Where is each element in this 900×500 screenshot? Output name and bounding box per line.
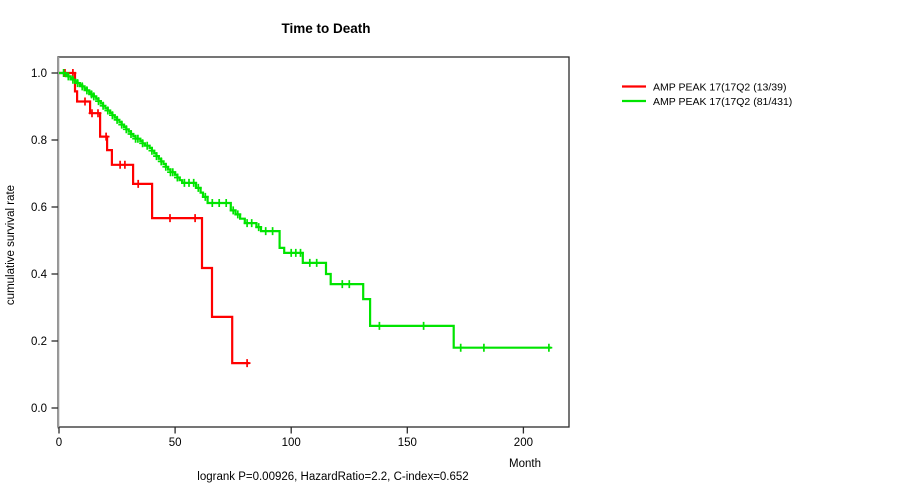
plot-area: 0 50 100 150 200 0.0 0.2 0.4 0.6 0.8 1.0 [31, 56, 570, 449]
y-tick-label: 0.0 [31, 403, 47, 415]
legend: AMP PEAK 17(17Q2 (13/39) AMP PEAK 17(17Q… [622, 82, 792, 108]
censor-marks-series-2 [60, 69, 553, 352]
survival-curve-series-1 [59, 71, 250, 365]
legend-label-series-2: AMP PEAK 17(17Q2 (81/431) [653, 96, 792, 108]
plot-box [57, 56, 570, 428]
x-tick-label: 0 [56, 437, 62, 449]
x-tick-label: 100 [282, 437, 301, 449]
chart-title: Time to Death [281, 21, 370, 36]
y-tick-label: 0.4 [31, 269, 48, 281]
x-tick-label: 200 [514, 437, 533, 449]
y-tick-label: 0.6 [31, 202, 47, 214]
legend-label-series-1: AMP PEAK 17(17Q2 (13/39) [653, 82, 786, 94]
y-tick-label: 1.0 [31, 68, 47, 80]
x-tick-label: 150 [398, 437, 417, 449]
x-axis-label: Month [509, 458, 541, 470]
y-axis-label: cumulative survival rate [5, 185, 17, 305]
survival-curve-series-2 [59, 71, 552, 349]
stats-caption: logrank P=0.00926, HazardRatio=2.2, C-in… [197, 471, 468, 483]
y-tick-label: 0.2 [31, 336, 47, 348]
x-tick-label: 50 [169, 437, 182, 449]
y-tick-label: 0.8 [31, 135, 47, 147]
